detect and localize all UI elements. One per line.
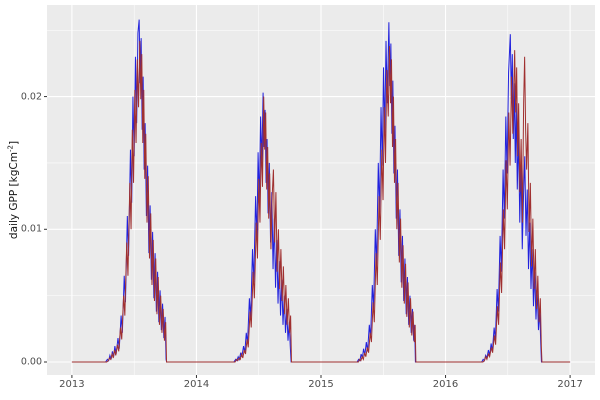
- x-tick-label: 2016: [432, 379, 459, 390]
- plot-panel: [44, 5, 595, 378]
- y-tick-label: 0.02: [20, 91, 42, 103]
- y-tick-label: 0.00: [20, 356, 42, 368]
- x-tick-label: 2014: [183, 379, 210, 390]
- x-tick-label: 2017: [557, 379, 583, 390]
- x-tick-label: 2015: [308, 379, 334, 390]
- chart-canvas: [44, 5, 595, 378]
- y-axis-title-superscript: -2: [6, 145, 15, 153]
- y-tick-label: 0.01: [20, 223, 42, 235]
- y-axis-title-bracket: ]: [7, 140, 20, 146]
- x-tick-label: 2013: [59, 379, 85, 390]
- gpp-series-darkred-line: [71, 40, 571, 363]
